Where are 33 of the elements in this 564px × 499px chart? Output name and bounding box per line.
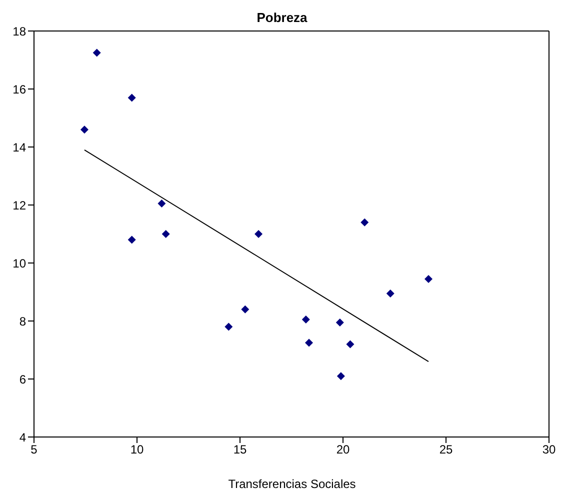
y-tick-label: 18 — [12, 24, 26, 38]
point — [158, 200, 166, 208]
point — [336, 372, 345, 380]
x-tick-label: 5 — [30, 442, 38, 457]
x-tick-label: 20 — [336, 442, 350, 457]
point — [241, 305, 250, 314]
y-tick-label: 16 — [12, 82, 26, 96]
point — [360, 218, 369, 226]
point — [80, 126, 88, 134]
y-tick-label: 10 — [12, 256, 26, 270]
x-tick-label: 25 — [439, 442, 453, 457]
y-tick-label: 4 — [19, 430, 26, 444]
point — [305, 338, 314, 347]
point — [224, 322, 233, 331]
y-tick-label: 8 — [19, 314, 26, 328]
y-tick-label: 12 — [12, 198, 26, 212]
point — [424, 274, 432, 283]
point — [346, 340, 354, 348]
x-axis-title: Transferencias Sociales — [227, 477, 357, 491]
x-tick-label: 10 — [130, 442, 144, 457]
point — [162, 230, 170, 238]
x-tick-label: 30 — [542, 442, 556, 457]
point — [128, 94, 136, 102]
point — [92, 48, 101, 57]
point — [302, 316, 310, 324]
y-tick-label: 6 — [19, 372, 26, 386]
x-tick-label: 15 — [233, 442, 247, 457]
point — [336, 318, 344, 326]
point — [254, 230, 263, 238]
chart-title: Pobreza — [256, 10, 308, 25]
y-tick-label: 14 — [12, 140, 26, 154]
point — [386, 289, 394, 298]
point — [128, 236, 136, 244]
